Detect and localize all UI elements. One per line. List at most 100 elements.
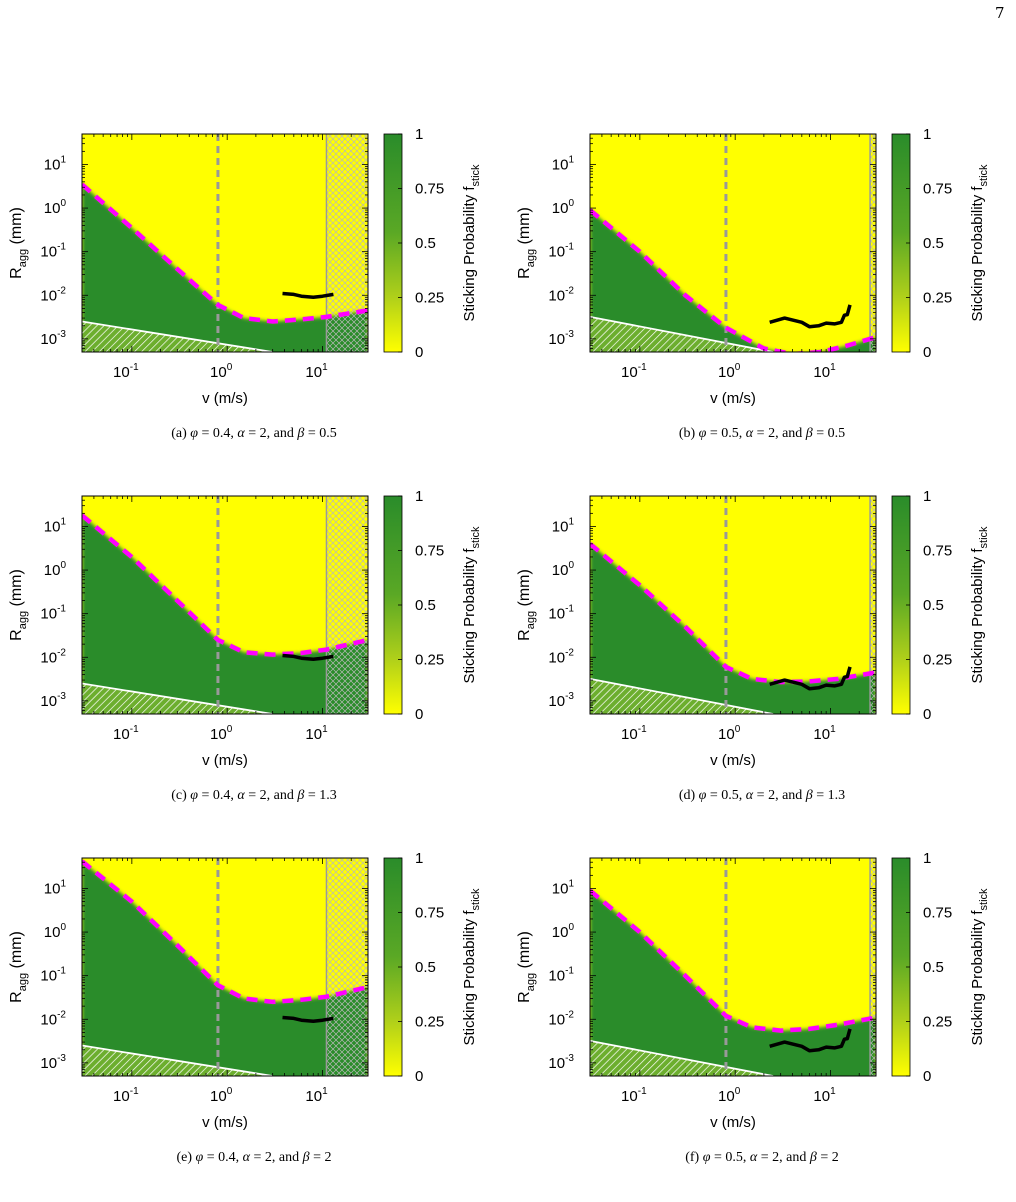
- colorbar-tick-label: 0: [415, 344, 423, 361]
- plot-frame: [81, 857, 369, 1077]
- colorbar-tick-label: 1: [415, 126, 423, 143]
- caption-d: (d) φ = 0.5, α = 2, and β = 1.3: [678, 788, 846, 803]
- plot-frame: [589, 857, 877, 1077]
- y-tick-label: 10-3: [40, 1053, 66, 1072]
- heatmap-a: 10-1 100 101 10-3 10-2 10-1 100 101 v (m/s) Ragg …: [8, 126, 482, 407]
- x-tick-label: 101: [305, 1086, 328, 1105]
- x-axis-label: v (m/s): [710, 390, 756, 407]
- subfigure-f: 10-1 100 101 10-3 10-2 10-1 100 101 v (m/s) Ragg …: [508, 842, 1016, 1202]
- colorbar-tick-label: 0: [415, 706, 423, 723]
- x-tick-label: 10-1: [113, 362, 139, 381]
- colorbar-tick-label: 0: [923, 706, 931, 723]
- threshold-curve: [590, 542, 876, 685]
- plot-frame: [81, 495, 369, 715]
- stick-region: [82, 861, 368, 1076]
- colorbar-tick-label: 0.25: [923, 1014, 952, 1031]
- caption-a: (a) φ = 0.4, α = 2, and β = 0.5: [171, 426, 337, 441]
- plot-area: [590, 858, 876, 1076]
- y-tick-label: 100: [552, 198, 575, 217]
- subfigure-d: 10-1 100 101 10-3 10-2 10-1 100 101 v (m/s) Ragg …: [508, 480, 1016, 840]
- floor-line: [590, 677, 774, 714]
- threshold-curve: [590, 208, 876, 352]
- heatmap-c: 10-1 100 101 10-3 10-2 10-1 100 101 v (m/s) Ragg …: [8, 488, 482, 769]
- x-tick-label: 10-1: [621, 1086, 647, 1105]
- plot-frame: [589, 495, 877, 715]
- track-curve: [769, 1028, 852, 1053]
- y-tick-label: 101: [552, 154, 575, 173]
- x-axis-label: v (m/s): [710, 1114, 756, 1131]
- colorbar-tick-label: 0.5: [923, 597, 944, 614]
- threshold-curve: [590, 888, 876, 1033]
- heatmap-d: 10-1 100 101 10-3 10-2 10-1 100 101 v (m/s) Ragg …: [516, 488, 990, 769]
- y-tick-label: 10-3: [548, 691, 574, 710]
- plot-area: [590, 134, 876, 352]
- colorbar-tick-label: 0: [923, 1068, 931, 1085]
- caption-b: (b) φ = 0.5, α = 2, and β = 0.5: [678, 426, 846, 441]
- colorbar-tick-label: 0.5: [415, 959, 436, 976]
- colorbar-label: Sticking Probability fstick: [461, 164, 482, 322]
- x-tick-label: 10-1: [621, 724, 647, 743]
- heatmap-b: 10-1 100 101 10-3 10-2 10-1 100 101 v (m/s) Ragg …: [516, 126, 990, 407]
- plot-area: [82, 134, 368, 352]
- x-tick-label: 100: [718, 1086, 741, 1105]
- subfigure-e: 10-1 100 101 10-3 10-2 10-1 100 101 v (m/s) Ragg …: [0, 842, 508, 1202]
- track-curve: [282, 291, 334, 300]
- excluded-region: [870, 134, 876, 352]
- colorbar-tick-label: 0.75: [923, 181, 952, 198]
- colorbar-tick-label: 0.5: [415, 235, 436, 252]
- y-tick-label: 100: [44, 198, 67, 217]
- x-tick-label: 10-1: [113, 1086, 139, 1105]
- floor-line: [82, 320, 273, 352]
- y-tick-label: 101: [44, 516, 67, 535]
- x-axis-label: v (m/s): [202, 752, 248, 769]
- y-tick-label: 101: [552, 878, 575, 897]
- track-curve: [769, 304, 852, 329]
- y-tick-label: 101: [44, 878, 67, 897]
- y-tick-label: 10-3: [40, 329, 66, 348]
- y-tick-label: 10-2: [548, 647, 574, 666]
- y-tick-label: 101: [552, 516, 575, 535]
- colorbar-tick-label: 1: [923, 488, 931, 505]
- y-axis-label: Ragg (mm): [516, 931, 537, 1003]
- colorbar-label: Sticking Probability fstick: [969, 526, 990, 684]
- y-tick-label: 10-2: [548, 285, 574, 304]
- excluded-region: [326, 858, 368, 1076]
- y-tick-label: 10-3: [548, 1053, 574, 1072]
- floor-line: [82, 1044, 273, 1076]
- caption-e: (e) φ = 0.4, α = 2, and β = 2: [176, 1150, 332, 1165]
- stick-region: [590, 890, 876, 1076]
- x-axis-label: v (m/s): [202, 390, 248, 407]
- y-tick-label: 10-2: [40, 285, 66, 304]
- x-tick-label: 100: [210, 362, 233, 381]
- y-axis-label: Ragg (mm): [8, 931, 29, 1003]
- colorbar-tick-label: 0.5: [415, 597, 436, 614]
- y-tick-label: 10-3: [40, 691, 66, 710]
- colorbar-tick-label: 0.75: [415, 181, 444, 198]
- stick-region: [590, 543, 876, 714]
- x-tick-label: 101: [813, 1086, 836, 1105]
- colorbar-tick-label: 0.25: [923, 290, 952, 307]
- colorbar-tick-label: 0.5: [923, 959, 944, 976]
- plot-frame: [81, 133, 369, 353]
- y-tick-label: 10-2: [40, 1009, 66, 1028]
- excluded-region: [326, 134, 368, 352]
- y-axis-label: Ragg (mm): [8, 207, 29, 279]
- track-curve: [769, 666, 852, 691]
- plot-frame: [589, 133, 877, 353]
- x-tick-label: 101: [813, 362, 836, 381]
- excluded-region: [870, 858, 876, 1076]
- x-tick-label: 10-1: [113, 724, 139, 743]
- y-tick-label: 10-3: [548, 329, 574, 348]
- y-tick-label: 100: [552, 560, 575, 579]
- excluded-region: [870, 496, 876, 714]
- colorbar-tick-label: 0: [923, 344, 931, 361]
- x-tick-label: 101: [305, 724, 328, 743]
- x-axis-label: v (m/s): [202, 1114, 248, 1131]
- x-tick-label: 100: [210, 724, 233, 743]
- colorbar-tick-label: 0.25: [923, 652, 952, 669]
- heatmap-f: 10-1 100 101 10-3 10-2 10-1 100 101 v (m/s) Ragg …: [516, 850, 990, 1131]
- y-axis-label: Ragg (mm): [8, 569, 29, 641]
- colorbar-tick-label: 1: [415, 488, 423, 505]
- colorbar-label: Sticking Probability fstick: [969, 888, 990, 1046]
- y-tick-label: 100: [552, 922, 575, 941]
